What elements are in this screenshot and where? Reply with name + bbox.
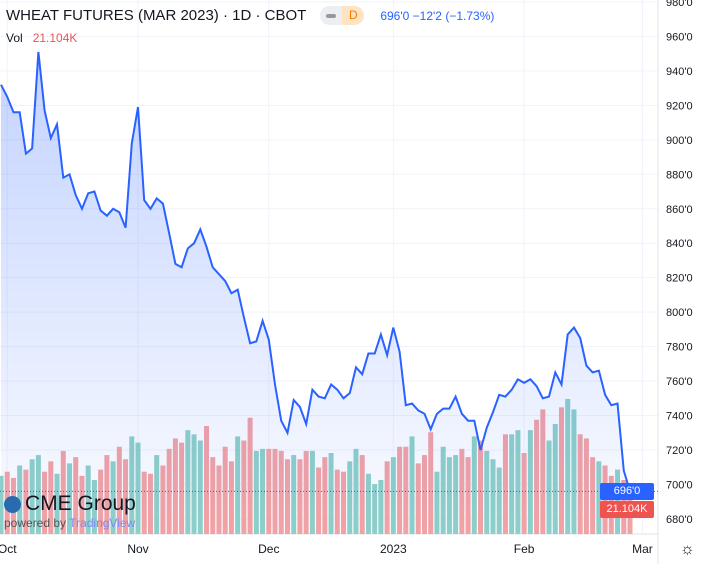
y-tick-label: 700'0: [666, 479, 693, 491]
settings-sun-icon[interactable]: ☼: [680, 541, 695, 558]
y-tick-label: 820'0: [666, 273, 693, 285]
price-line: [0, 51, 631, 492]
y-tick-label: 720'0: [666, 445, 693, 457]
x-tick-label: Oct: [0, 542, 17, 556]
volume-legend: Vol 21.104K: [6, 31, 78, 45]
y-tick-label: 680'0: [666, 514, 693, 526]
interval-badge: D: [342, 6, 365, 25]
cme-tradingview-logo[interactable]: CME Group powered by TradingView: [4, 492, 136, 530]
y-tick-label: 920'0: [666, 100, 693, 112]
y-tick-label: 800'0: [666, 307, 693, 319]
chart-header: WHEAT FUTURES (MAR 2023) · 1D · CBOT D 6…: [6, 6, 494, 25]
x-tick-label: Feb: [514, 542, 535, 556]
y-tick-label: 780'0: [666, 342, 693, 354]
x-tick-label: 2023: [380, 542, 407, 556]
y-tick-label: 960'0: [666, 31, 693, 43]
y-tick-label: 740'0: [666, 411, 693, 423]
y-tick-label: 940'0: [666, 66, 693, 78]
y-tick-label: 980'0: [666, 0, 693, 9]
y-tick-label: 880'0: [666, 169, 693, 181]
last-price-tag: 696'0: [600, 483, 654, 500]
minus-icon: [320, 6, 343, 25]
y-tick-label: 860'0: [666, 204, 693, 216]
y-tick-label: 760'0: [666, 376, 693, 388]
y-tick-label: 900'0: [666, 135, 693, 147]
x-tick-label: Mar: [632, 542, 653, 556]
price-area: [1, 52, 630, 534]
y-tick-label: 840'0: [666, 238, 693, 250]
x-tick-label: Nov: [127, 542, 148, 556]
volume-tag: 21.104K: [600, 501, 654, 518]
globe-icon: [4, 495, 21, 513]
quote-readout: 696'0 −12'2 (−1.73%): [380, 8, 495, 23]
x-tick-label: Dec: [258, 542, 279, 556]
symbol-title[interactable]: WHEAT FUTURES (MAR 2023) · 1D · CBOT: [6, 7, 307, 24]
market-status-badge[interactable]: D: [320, 6, 365, 25]
